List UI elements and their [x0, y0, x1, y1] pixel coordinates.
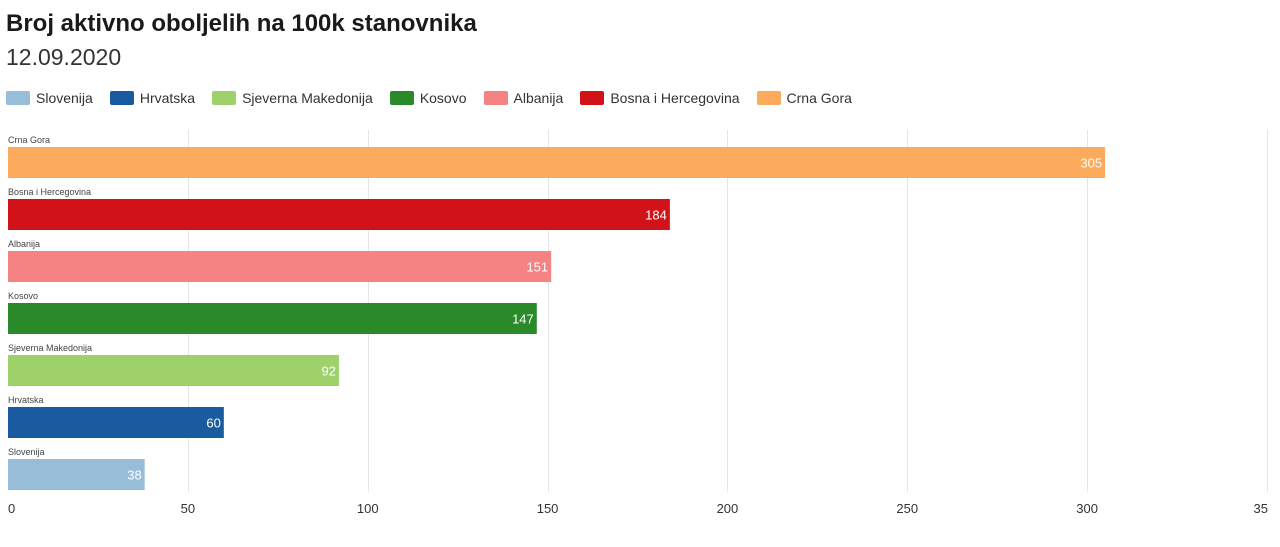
legend-swatch: [580, 91, 605, 105]
legend-label: Slovenija: [36, 90, 93, 106]
legend-item: Kosovo: [389, 90, 467, 106]
legend-swatch: [212, 91, 237, 105]
category-label: Sjeverna Makedonija: [8, 343, 92, 353]
value-label: 60: [206, 416, 220, 431]
category-label: Kosovo: [8, 291, 38, 301]
legend-swatch: [6, 91, 30, 105]
category-label: Albanija: [8, 239, 40, 249]
bar: [8, 251, 552, 282]
bar: [8, 355, 339, 386]
legend-label: Bosna i Hercegovina: [610, 90, 740, 106]
x-tick-label: 300: [1076, 501, 1098, 516]
legend-item: Sjeverna Makedonija: [212, 90, 373, 106]
value-label: 38: [127, 468, 141, 483]
value-label: 184: [645, 208, 667, 223]
legend: Slovenija Hrvatska Sjeverna Makedonija Koso…: [6, 90, 869, 106]
legend-item: Crna Gora: [756, 90, 852, 106]
legend-label: Crna Gora: [786, 90, 852, 106]
x-tick-label: 200: [717, 501, 739, 516]
bar: [8, 147, 1106, 178]
legend-item: Albanija: [483, 90, 564, 106]
x-tick-label: 50: [181, 501, 195, 516]
legend-label: Kosovo: [419, 90, 467, 106]
legend-item: Bosna i Hercegovina: [580, 90, 740, 106]
bar: [8, 303, 537, 334]
legend-swatch: [756, 91, 781, 105]
category-label: Slovenija: [8, 447, 45, 457]
x-tick-label: 0: [8, 501, 15, 516]
bar: [8, 199, 670, 230]
legend-label: Hrvatska: [139, 90, 196, 106]
legend-item: Slovenija: [6, 90, 93, 106]
legend-label: Sjeverna Makedonija: [242, 90, 373, 106]
x-tick-label: 150: [537, 501, 559, 516]
category-label: Hrvatska: [8, 395, 44, 405]
x-tick-label: 35: [1254, 501, 1268, 516]
legend-swatch: [483, 91, 508, 105]
legend-item: Hrvatska: [109, 90, 196, 106]
x-tick-label: 100: [357, 501, 379, 516]
value-label: 151: [526, 260, 548, 275]
bar: [8, 407, 224, 438]
chart-subtitle: 12.09.2020: [6, 44, 122, 70]
value-label: 147: [512, 312, 534, 327]
x-tick-label: 250: [896, 501, 918, 516]
value-label: 305: [1080, 156, 1102, 171]
legend-swatch: [389, 91, 414, 105]
chart-title: Broj aktivno oboljelih na 100k stanovnik…: [6, 10, 477, 37]
bar: [8, 459, 145, 490]
legend-swatch: [109, 91, 134, 105]
value-label: 92: [321, 364, 335, 379]
category-label: Bosna i Hercegovina: [8, 187, 91, 197]
legend-label: Albanija: [513, 90, 564, 106]
category-label: Crna Gora: [8, 135, 50, 145]
